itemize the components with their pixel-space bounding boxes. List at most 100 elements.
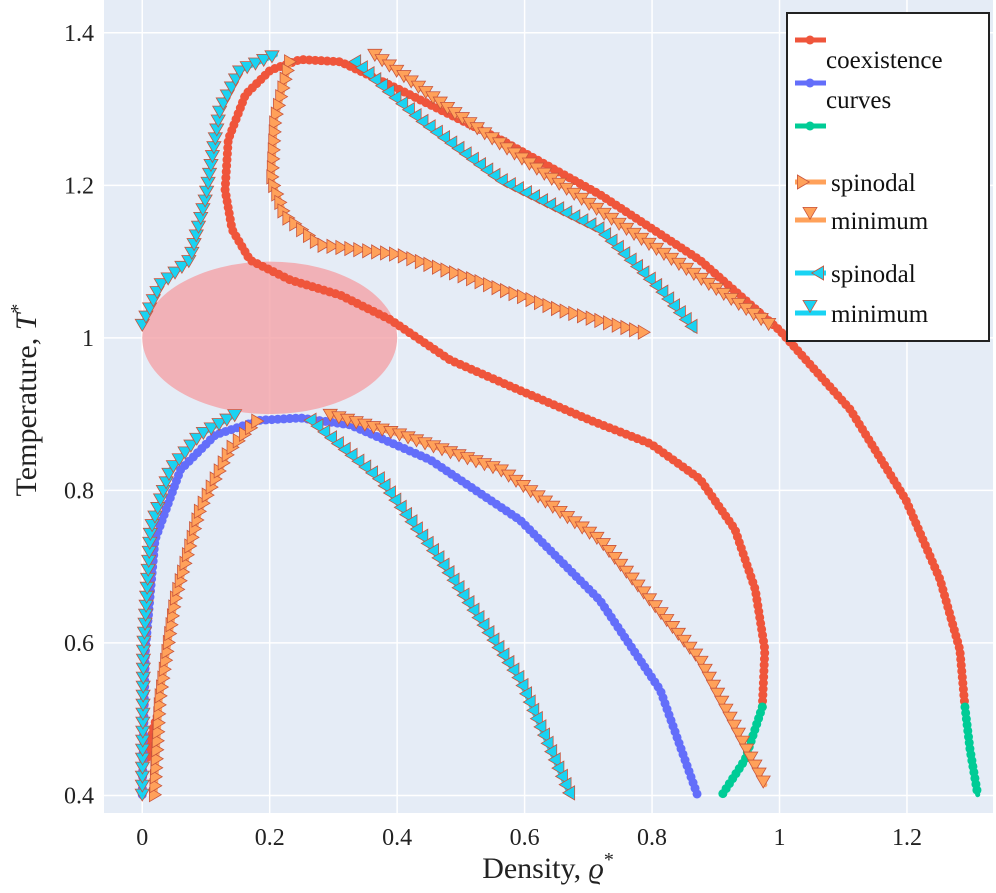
y-tick-label: 0.6 bbox=[64, 631, 94, 657]
data-point bbox=[431, 550, 445, 566]
data-point bbox=[554, 768, 568, 785]
data-point bbox=[623, 252, 637, 268]
data-point bbox=[738, 743, 755, 757]
y-tick-label: 1.2 bbox=[64, 173, 94, 199]
data-point bbox=[344, 447, 358, 464]
data-point bbox=[595, 538, 611, 552]
data-point bbox=[465, 151, 479, 167]
legend-label: minimum bbox=[831, 301, 929, 328]
legend-item bbox=[795, 78, 826, 88]
data-point bbox=[296, 221, 310, 238]
data-point bbox=[281, 62, 295, 79]
data-point bbox=[597, 227, 612, 243]
data-point bbox=[607, 551, 623, 566]
data-point bbox=[647, 600, 663, 614]
data-point bbox=[347, 54, 362, 70]
data-point bbox=[629, 258, 643, 275]
data-point bbox=[461, 594, 475, 611]
data-point bbox=[371, 244, 385, 260]
legend-label: spinodal bbox=[831, 170, 916, 197]
data-point bbox=[147, 510, 163, 524]
data-point bbox=[388, 90, 402, 106]
legend-item: spinodal bbox=[795, 261, 916, 288]
data-point bbox=[231, 65, 248, 79]
data-point bbox=[611, 317, 625, 333]
data-point bbox=[577, 308, 591, 324]
data-point bbox=[476, 617, 490, 633]
data-point bbox=[183, 439, 199, 453]
data-point bbox=[635, 586, 652, 600]
data-point bbox=[264, 50, 280, 64]
data-point bbox=[730, 727, 747, 741]
data-point bbox=[594, 312, 608, 329]
data-point bbox=[330, 435, 344, 452]
data-point bbox=[722, 711, 738, 725]
data-point bbox=[404, 514, 418, 530]
data-point bbox=[705, 679, 722, 693]
data-point bbox=[152, 493, 169, 507]
data-point bbox=[251, 413, 265, 429]
legend-marker bbox=[802, 299, 818, 314]
data-point bbox=[425, 542, 439, 559]
y-tick-label: 1 bbox=[82, 326, 94, 352]
legend-label: spinodal bbox=[831, 261, 916, 288]
data-point bbox=[160, 272, 176, 286]
data-point bbox=[351, 453, 365, 469]
series-6 bbox=[134, 50, 280, 802]
data-point bbox=[486, 632, 500, 648]
data-point bbox=[518, 686, 533, 702]
data-point bbox=[239, 61, 255, 75]
data-point bbox=[457, 268, 471, 284]
y-axis-superscript: * bbox=[7, 304, 29, 314]
data-point bbox=[420, 535, 434, 552]
data-point bbox=[317, 424, 331, 440]
x-tick-label: 0.6 bbox=[510, 825, 540, 851]
data-point bbox=[653, 607, 669, 621]
data-point bbox=[551, 760, 565, 776]
data-point bbox=[525, 291, 539, 308]
legend-item bbox=[795, 35, 826, 45]
data-point bbox=[256, 54, 272, 68]
data-point bbox=[165, 460, 182, 474]
data-point bbox=[617, 246, 631, 262]
data-point bbox=[317, 237, 331, 253]
series-5 bbox=[303, 54, 698, 801]
data-point bbox=[672, 304, 686, 321]
data-point bbox=[630, 579, 646, 593]
data-point bbox=[364, 465, 378, 481]
legend-marker bbox=[797, 174, 811, 190]
data-point bbox=[374, 78, 388, 94]
data-point bbox=[743, 751, 759, 765]
data-point bbox=[303, 227, 317, 244]
data-point bbox=[718, 789, 728, 799]
data-point bbox=[323, 430, 337, 446]
data-point bbox=[500, 282, 514, 299]
data-point bbox=[466, 271, 480, 287]
data-point bbox=[604, 233, 618, 249]
x-axis-symbol: ϱ bbox=[589, 852, 604, 885]
legend-item bbox=[795, 121, 826, 131]
data-point bbox=[517, 288, 531, 305]
data-point bbox=[380, 245, 394, 261]
data-point bbox=[655, 284, 669, 300]
legend-label: minimum bbox=[831, 208, 929, 235]
data-point bbox=[436, 557, 450, 573]
series-layer bbox=[134, 48, 982, 803]
legend-item: minimum bbox=[795, 206, 929, 235]
data-point bbox=[466, 602, 480, 618]
data-point bbox=[536, 727, 550, 743]
data-point bbox=[506, 662, 520, 678]
data-point bbox=[642, 271, 656, 287]
data-point bbox=[561, 785, 576, 801]
data-point bbox=[414, 253, 429, 270]
data-point bbox=[612, 558, 629, 572]
data-point bbox=[167, 266, 183, 280]
data-point bbox=[483, 276, 497, 293]
series-4 bbox=[322, 48, 777, 789]
data-point bbox=[266, 160, 280, 176]
data-point bbox=[171, 453, 187, 467]
data-point bbox=[388, 492, 402, 508]
x-axis-label: Density, ϱ* bbox=[482, 849, 614, 885]
series-3 bbox=[148, 54, 651, 803]
data-point bbox=[649, 277, 663, 294]
